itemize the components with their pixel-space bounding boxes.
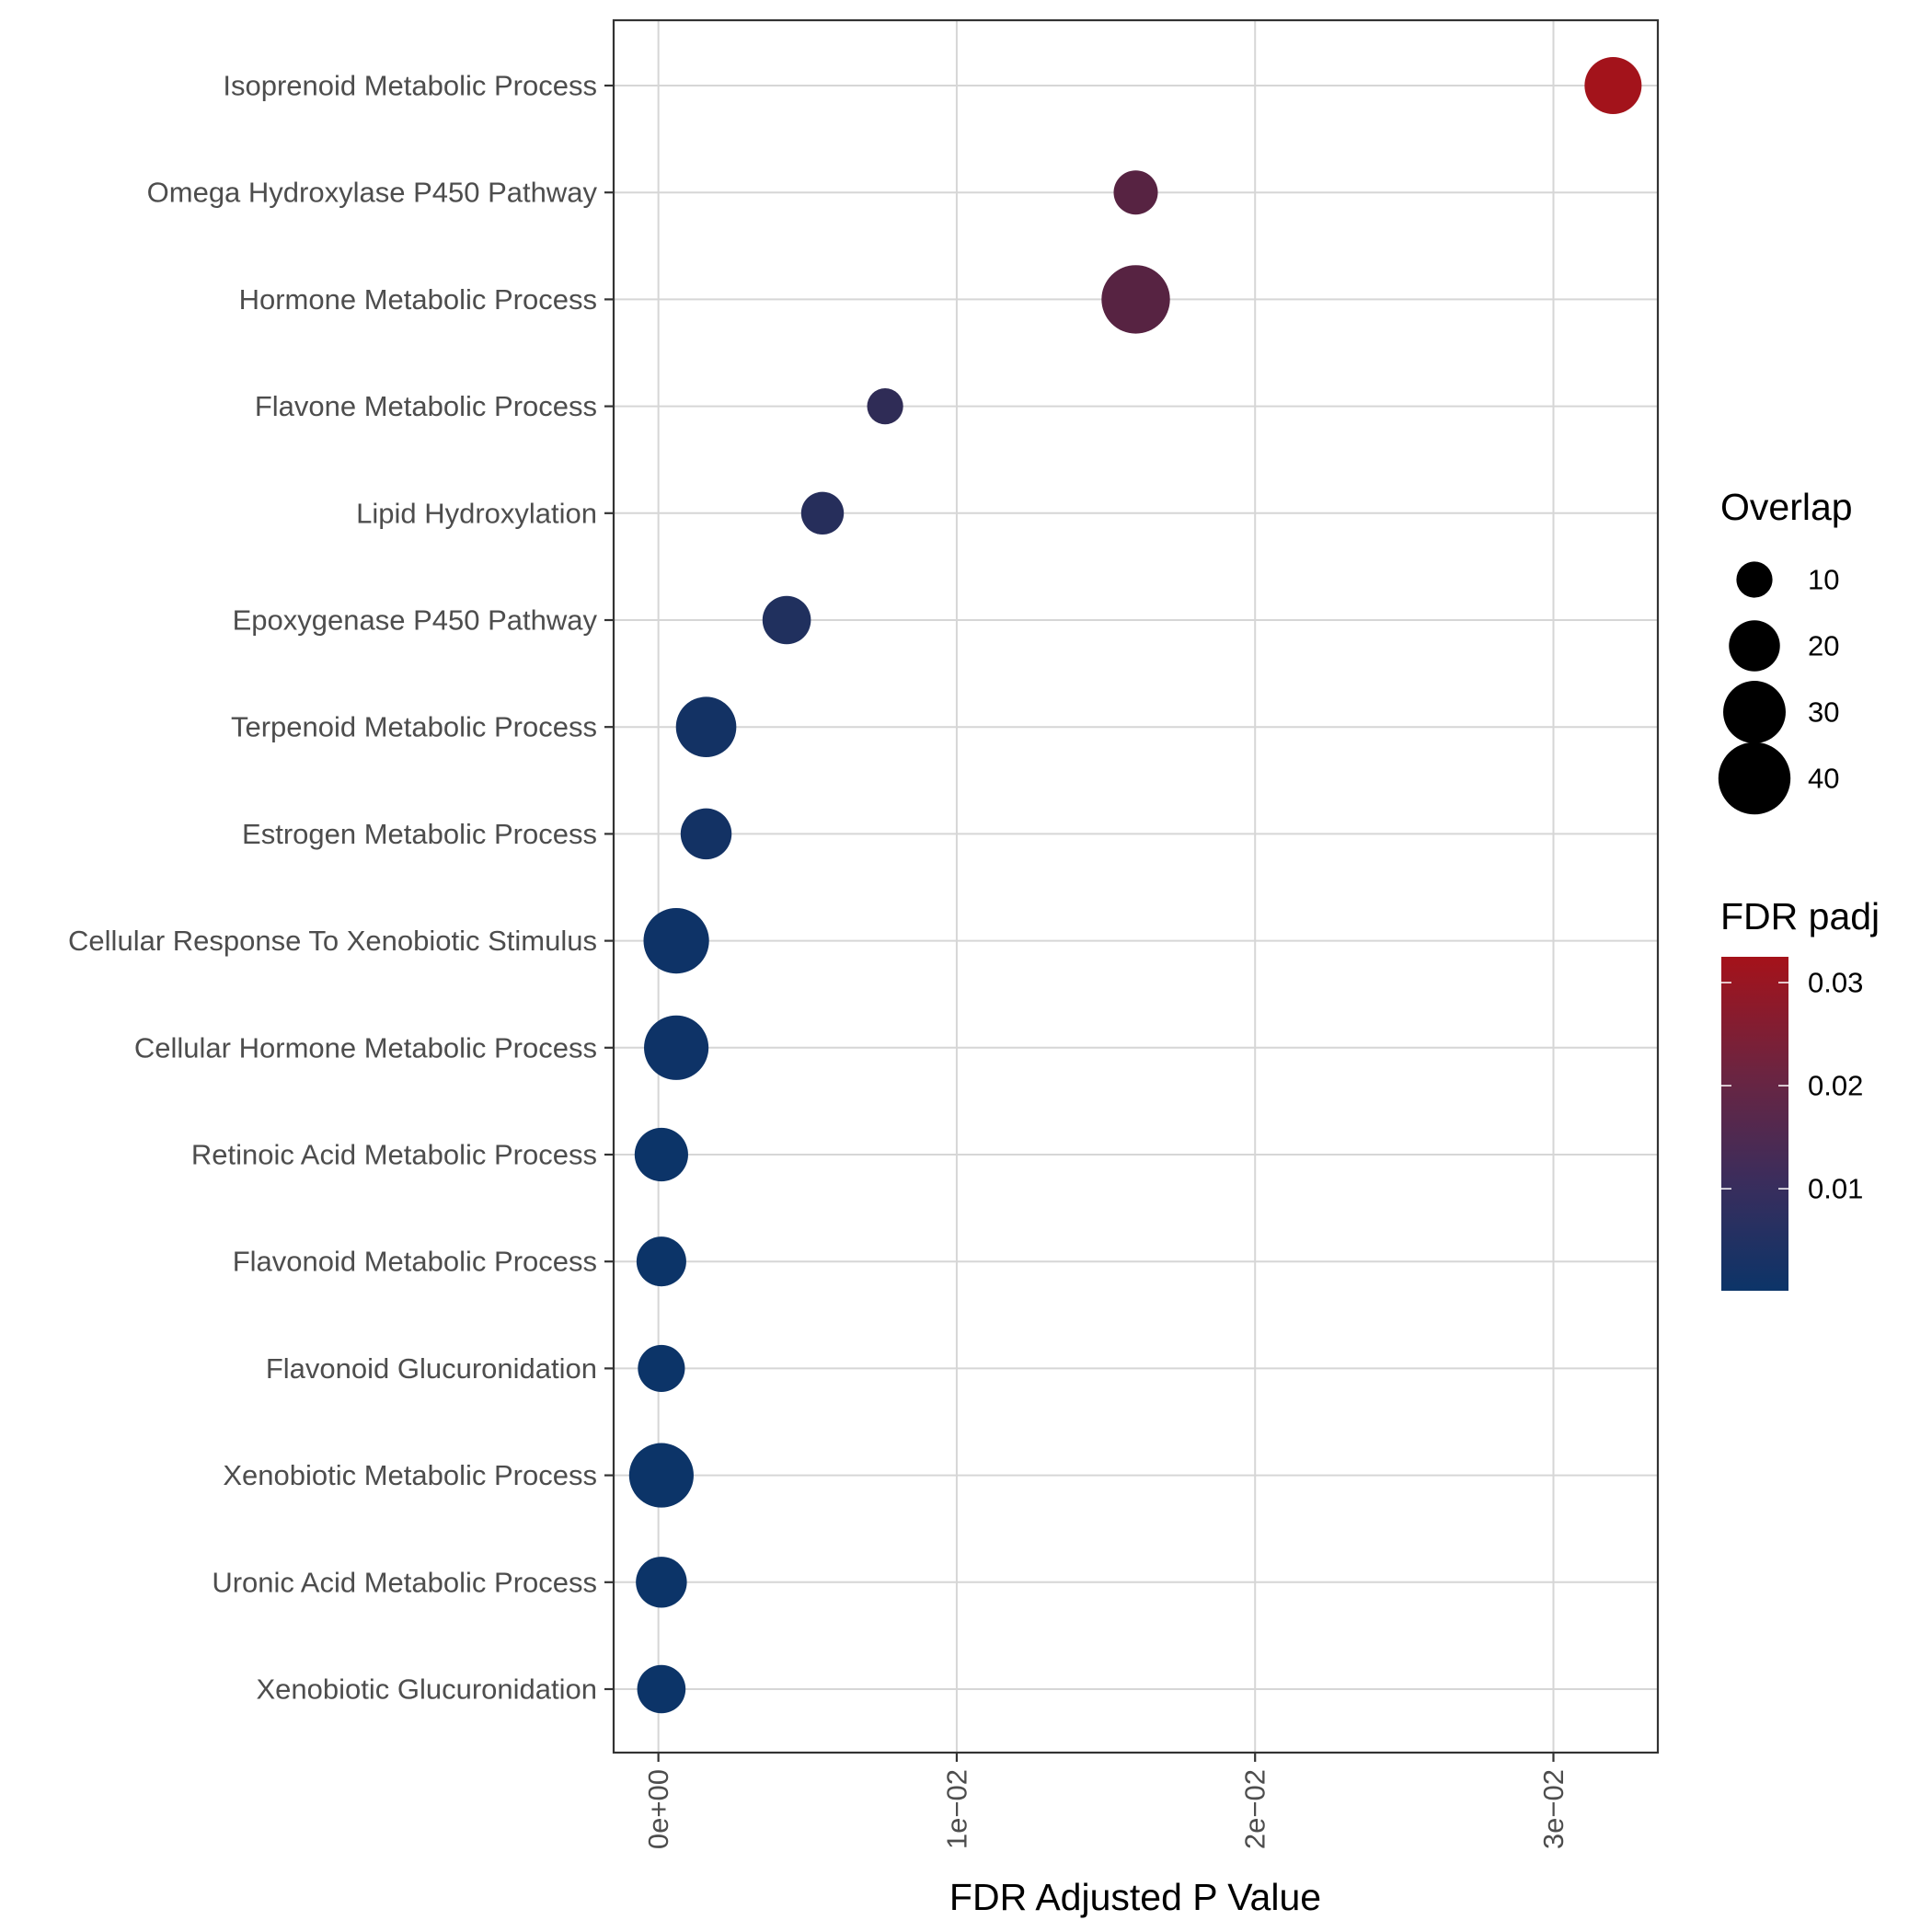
overlap-legend-label: 20 (1808, 630, 1839, 662)
fdr-colorbar (1721, 957, 1788, 1291)
data-point (1584, 57, 1642, 114)
data-point (800, 491, 845, 535)
x-tick-label: 0e+00 (642, 1769, 674, 1849)
overlap-legend-title: Overlap (1720, 486, 1853, 528)
category-label: Flavonoid Glucuronidation (266, 1352, 597, 1385)
x-tick-label: 1e−02 (940, 1769, 972, 1849)
category-label: Xenobiotic Glucuronidation (256, 1673, 597, 1706)
data-point (638, 1344, 685, 1392)
overlap-legend-label: 30 (1808, 696, 1839, 729)
y-axis: Isoprenoid Metabolic Process Omega Hydrox… (68, 70, 614, 1706)
data-point (636, 1557, 687, 1608)
fdr-legend-title: FDR padj (1720, 895, 1880, 937)
data-points (628, 57, 1642, 1714)
x-axis-title: FDR Adjusted P Value (949, 1876, 1321, 1918)
category-label: Hormone Metabolic Process (239, 283, 597, 316)
data-point (1113, 170, 1158, 215)
overlap-legend-key (1718, 742, 1791, 815)
category-label: Flavone Metabolic Process (255, 390, 597, 422)
grid-lines (614, 20, 1658, 1753)
data-point (680, 808, 732, 860)
category-label: Epoxygenase P450 Pathway (233, 604, 598, 637)
data-point (628, 1443, 694, 1508)
category-label: Cellular Response To Xenobiotic Stimulus (68, 925, 597, 957)
category-label: Terpenoid Metabolic Process (231, 711, 597, 743)
overlap-legend-label: 40 (1808, 763, 1839, 795)
overlap-legend: Overlap 10 20 30 40 (1718, 486, 1853, 815)
category-label: Xenobiotic Metabolic Process (223, 1459, 597, 1491)
fdr-legend-label: 0.01 (1808, 1173, 1863, 1205)
category-label: Uronic Acid Metabolic Process (212, 1566, 597, 1598)
category-label: Omega Hydroxylase P450 Pathway (147, 177, 598, 209)
overlap-legend-key (1729, 620, 1780, 672)
x-tick-label: 2e−02 (1239, 1769, 1271, 1849)
overlap-legend-label: 10 (1808, 564, 1839, 596)
data-point (762, 595, 811, 645)
data-point (644, 1015, 709, 1080)
category-label: Cellular Hormone Metabolic Process (134, 1031, 597, 1064)
data-point (675, 696, 737, 758)
data-point (1101, 265, 1170, 334)
plot-border (612, 18, 1660, 1754)
overlap-legend-key (1736, 561, 1773, 598)
data-point (867, 387, 903, 425)
fdr-legend-label: 0.03 (1808, 967, 1863, 999)
fdr-legend: FDR padj 0.03 0.02 0.01 (1720, 895, 1880, 1291)
x-axis: 0e+00 1e−02 2e−02 3e−02 (642, 1753, 1570, 1849)
x-tick-label: 3e−02 (1537, 1769, 1570, 1849)
overlap-legend-key (1723, 681, 1786, 743)
data-point (636, 1236, 686, 1287)
data-point (634, 1127, 688, 1182)
category-label: Flavonoid Metabolic Process (233, 1246, 597, 1278)
category-label: Retinoic Acid Metabolic Process (191, 1139, 597, 1171)
fdr-legend-label: 0.02 (1808, 1070, 1863, 1102)
category-label: Isoprenoid Metabolic Process (223, 70, 597, 102)
category-label: Lipid Hydroxylation (356, 497, 597, 529)
data-point (637, 1664, 686, 1714)
data-point (643, 907, 709, 974)
category-label: Estrogen Metabolic Process (242, 818, 597, 850)
